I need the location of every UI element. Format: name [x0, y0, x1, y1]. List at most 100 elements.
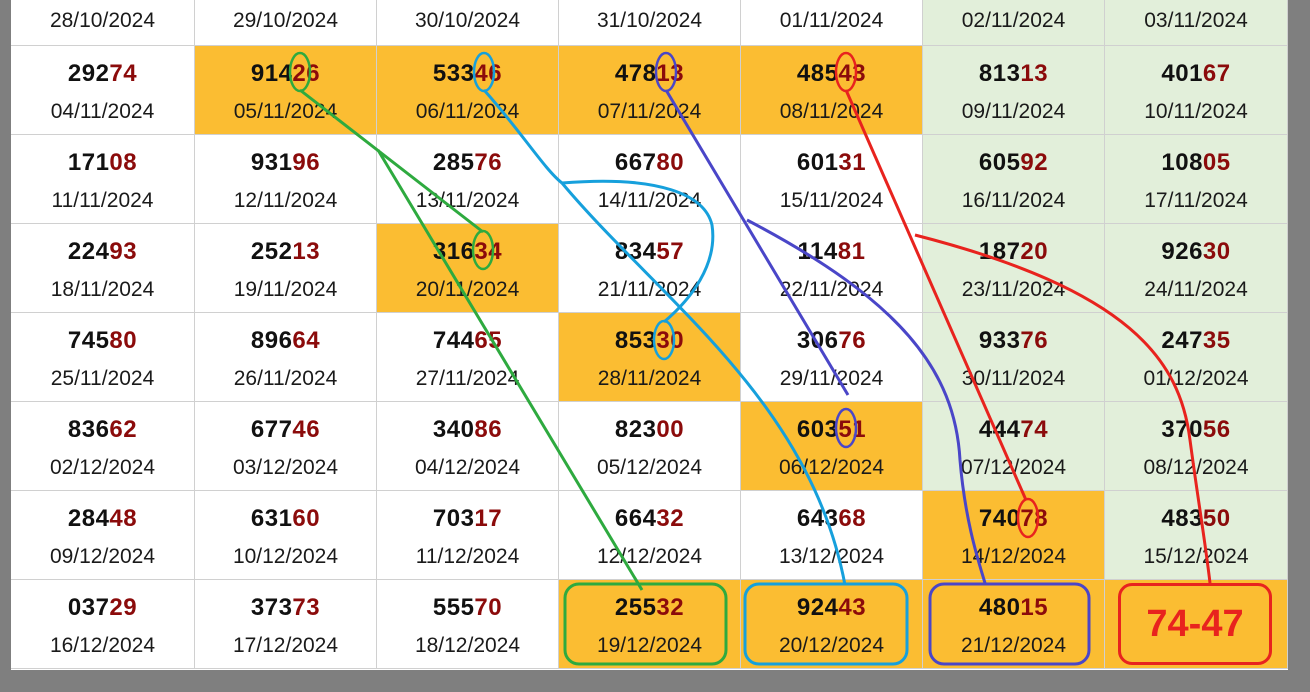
draw-number: 83457 — [559, 238, 740, 266]
draw-number-tail: 17 — [474, 505, 503, 532]
draw-number-tail: 13 — [1020, 60, 1049, 87]
draw-number-tail: 51 — [838, 416, 867, 443]
draw-cell: 63160 10/12/2024 — [195, 491, 377, 580]
draw-date: 25/11/2024 — [50, 367, 155, 390]
draw-cell: 74465 27/11/2024 — [377, 313, 559, 402]
draw-date: 18/12/2024 — [414, 634, 521, 657]
draw-number-head: 836 — [67, 416, 110, 443]
draw-cell: 66432 12/12/2024 — [559, 491, 741, 580]
draw-number-tail: 76 — [838, 327, 867, 354]
draw-cell: 81313 09/11/2024 — [923, 46, 1105, 135]
draw-number-head: 485 — [796, 60, 839, 87]
draw-cell: 34086 04/12/2024 — [377, 402, 559, 491]
draw-cell: 37373 17/12/2024 — [195, 580, 377, 669]
draw-number: 48350 — [1105, 505, 1287, 533]
header-date-text: 02/11/2024 — [961, 9, 1066, 32]
draw-cell: 83457 21/11/2024 — [559, 224, 741, 313]
draw-number-tail: 80 — [109, 327, 138, 354]
draw-cell: 24735 01/12/2024 — [1105, 313, 1288, 402]
draw-date: 08/11/2024 — [779, 100, 884, 123]
draw-number-tail: 76 — [474, 149, 503, 176]
results-grid: 28/10/2024 29/10/2024 30/10/2024 31/10/2024… — [11, 0, 1288, 670]
draw-number: 66780 — [559, 149, 740, 177]
draw-number: 70317 — [377, 505, 558, 533]
draw-number-head: 601 — [796, 149, 839, 176]
draw-number-head: 478 — [614, 60, 657, 87]
draw-number: 48543 — [741, 60, 922, 88]
draw-date: 06/12/2024 — [778, 456, 885, 479]
draw-number: 93196 — [195, 149, 376, 177]
draw-number: 29274 — [11, 60, 194, 88]
draw-number-tail: 64 — [292, 327, 321, 354]
draw-number-head: 555 — [432, 594, 475, 621]
draw-number-tail: 50 — [1202, 505, 1231, 532]
draw-number: 24735 — [1105, 327, 1287, 355]
draw-date: 18/11/2024 — [50, 278, 155, 301]
draw-cell: 89664 26/11/2024 — [195, 313, 377, 402]
draw-number-head: 370 — [1161, 416, 1203, 443]
draw-number-tail: 34 — [474, 238, 503, 265]
draw-number: 67746 — [195, 416, 376, 444]
draw-number: 47813 — [559, 60, 740, 88]
draw-number: 25213 — [195, 238, 376, 266]
draw-date: 09/11/2024 — [961, 100, 1066, 123]
draw-number-head: 933 — [978, 327, 1021, 354]
draw-number-tail: 05 — [1202, 149, 1231, 176]
draw-number-tail: 80 — [656, 149, 685, 176]
draw-number: 31634 — [377, 238, 558, 266]
draw-date: 05/12/2024 — [596, 456, 703, 479]
draw-cell: 31634 20/11/2024 — [377, 224, 559, 313]
draw-number-tail: 13 — [656, 60, 685, 87]
draw-date: 11/11/2024 — [51, 189, 154, 212]
draw-number: 93376 — [923, 327, 1104, 355]
draw-number-head: 926 — [1161, 238, 1203, 265]
draw-number: 74580 — [11, 327, 194, 355]
draw-number: 37373 — [195, 594, 376, 622]
draw-number: 18720 — [923, 238, 1104, 266]
draw-cell: 44474 07/12/2024 — [923, 402, 1105, 491]
draw-number: 22493 — [11, 238, 194, 266]
draw-number: 11481 — [741, 238, 922, 266]
draw-cell: 10805 17/11/2024 — [1105, 135, 1288, 224]
header-date-text: 03/11/2024 — [1144, 9, 1248, 32]
draw-number-head: 740 — [978, 505, 1021, 532]
draw-number-tail: 30 — [656, 327, 685, 354]
draw-number: 92443 — [741, 594, 922, 622]
draw-number-head: 284 — [67, 505, 110, 532]
draw-number-tail: 08 — [109, 149, 138, 176]
draw-cell: 60351 06/12/2024 — [741, 402, 923, 491]
result-box: 74-47 — [1118, 583, 1272, 665]
draw-cell: 85330 28/11/2024 — [559, 313, 741, 402]
draw-cell: 03729 16/12/2024 — [11, 580, 195, 669]
draw-date: 10/12/2024 — [232, 545, 339, 568]
header-date-cell: 31/10/2024 — [559, 0, 741, 46]
draw-number-tail: 70 — [474, 594, 503, 621]
draw-number-tail: 13 — [292, 238, 321, 265]
result-cell — [1105, 580, 1288, 669]
draw-number-head: 664 — [614, 505, 657, 532]
draw-number-tail: 15 — [1020, 594, 1049, 621]
draw-number-tail: 93 — [109, 238, 138, 265]
draw-number-head: 108 — [1161, 149, 1203, 176]
draw-number: 17108 — [11, 149, 194, 177]
draw-number-tail: 60 — [292, 505, 321, 532]
draw-number: 74078 — [923, 505, 1104, 533]
draw-date: 29/11/2024 — [779, 367, 884, 390]
draw-number-head: 114 — [797, 238, 838, 265]
draw-number: 66432 — [559, 505, 740, 533]
draw-number-tail: 57 — [656, 238, 685, 265]
draw-number-tail: 31 — [838, 149, 867, 176]
draw-number-tail: 56 — [1202, 416, 1231, 443]
draw-number-tail: 35 — [1202, 327, 1231, 354]
draw-date: 04/12/2024 — [414, 456, 521, 479]
draw-number-head: 533 — [432, 60, 475, 87]
draw-number-tail: 86 — [474, 416, 503, 443]
draw-cell: 91426 05/11/2024 — [195, 46, 377, 135]
draw-date: 15/11/2024 — [779, 189, 884, 212]
draw-cell: 53346 06/11/2024 — [377, 46, 559, 135]
draw-cell: 48543 08/11/2024 — [741, 46, 923, 135]
draw-date: 03/12/2024 — [232, 456, 339, 479]
draw-number: 92630 — [1105, 238, 1287, 266]
draw-number: 89664 — [195, 327, 376, 355]
draw-number-head: 896 — [250, 327, 293, 354]
